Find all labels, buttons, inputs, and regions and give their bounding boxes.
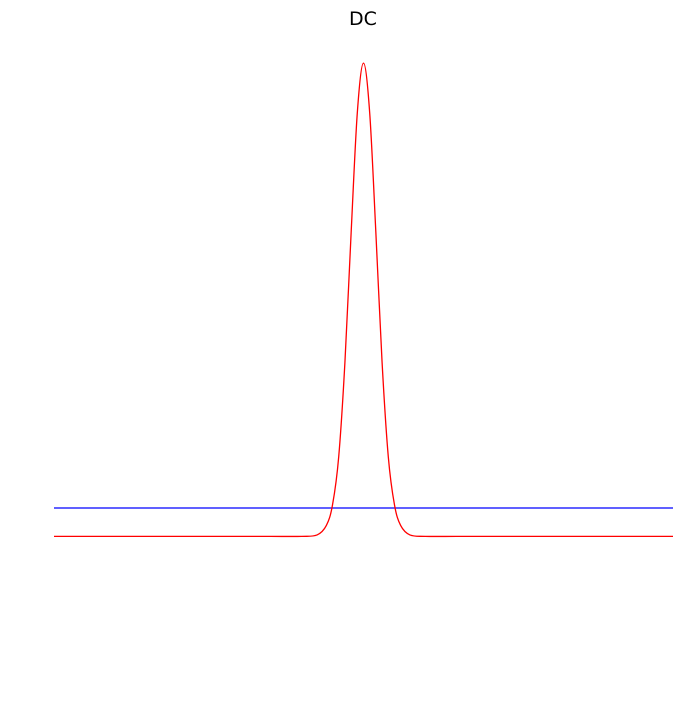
series-line-2 — [53, 62, 673, 538]
series-layer — [53, 62, 673, 538]
chart-title: DC — [349, 8, 377, 30]
